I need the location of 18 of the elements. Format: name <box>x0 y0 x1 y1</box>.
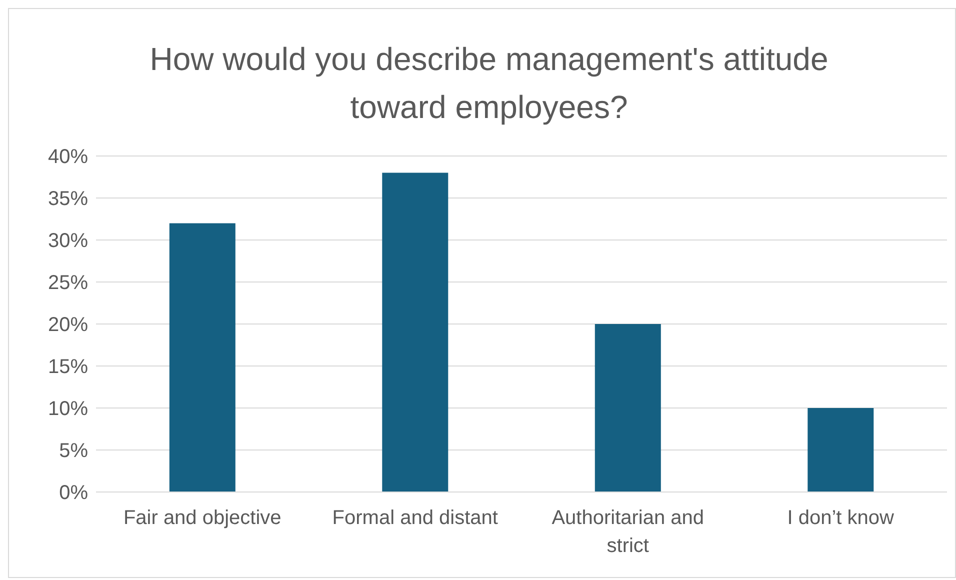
x-tick-label: Authoritarian and strict <box>552 507 704 557</box>
y-tick-label: 15% <box>48 356 88 378</box>
bar <box>594 324 661 492</box>
y-tick-label: 25% <box>48 272 88 294</box>
y-tick-label: 0% <box>59 482 88 504</box>
y-tick-label: 40% <box>48 146 88 168</box>
chart-title: How would you describe management's attitude toward employees? <box>149 40 829 127</box>
bar <box>169 223 236 492</box>
x-tick-label: I don’t know <box>787 507 895 529</box>
y-tick-label: 10% <box>48 398 88 420</box>
bar <box>382 172 448 492</box>
x-tick-label: Formal and distant <box>332 507 498 529</box>
bar <box>808 408 874 492</box>
x-tick-label: Fair and objective <box>123 507 282 529</box>
y-tick-label: 5% <box>59 440 88 462</box>
y-tick-label: 35% <box>48 188 88 210</box>
y-tick-label: 30% <box>48 230 88 252</box>
y-tick-label: 20% <box>48 314 88 336</box>
